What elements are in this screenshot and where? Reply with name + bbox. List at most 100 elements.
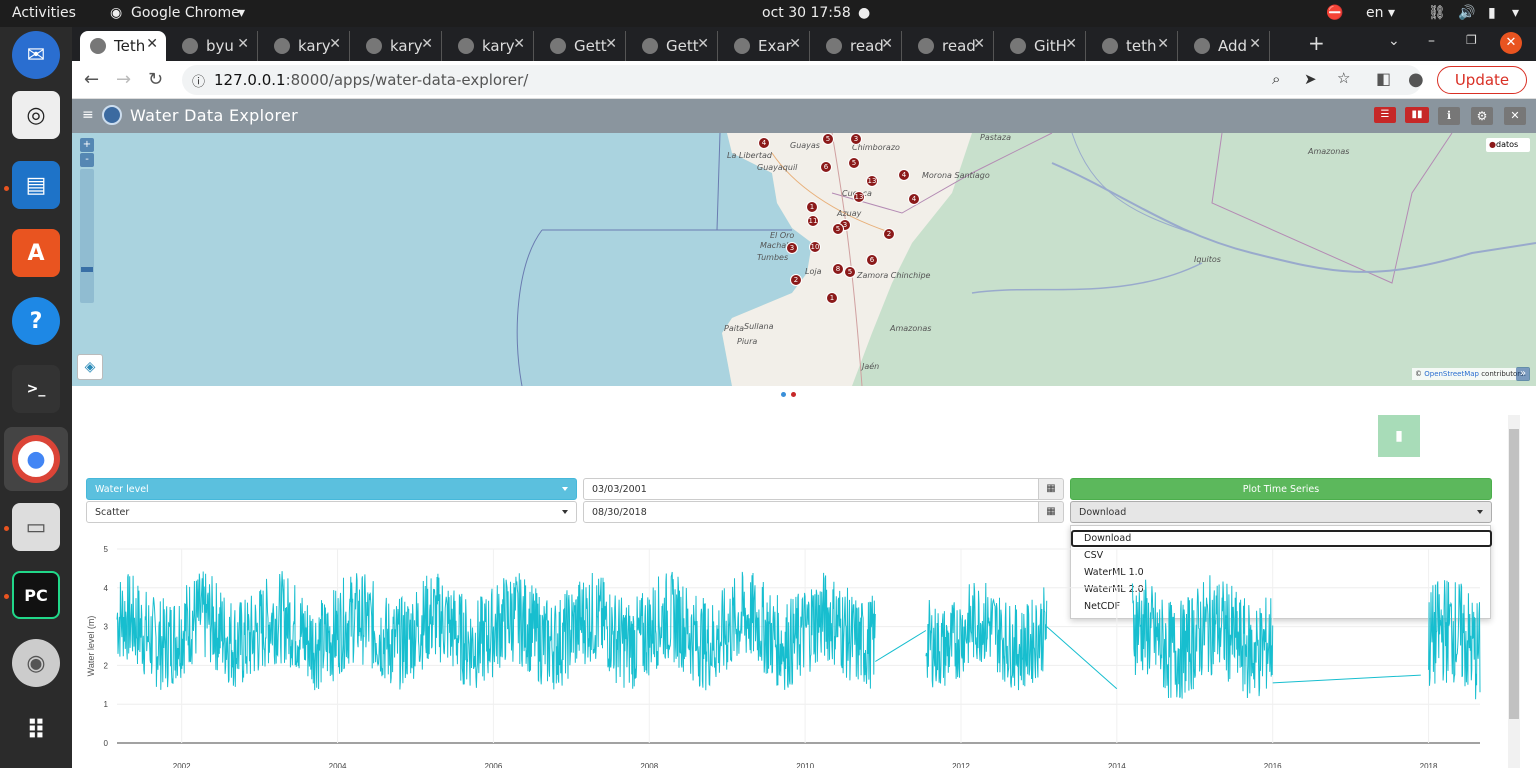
browser-tab[interactable]: kary ✕ (264, 31, 350, 61)
station-cluster-marker[interactable]: 5 (832, 223, 844, 235)
station-cluster-marker[interactable]: 5 (844, 266, 856, 278)
tab-close-icon[interactable]: ✕ (1065, 36, 1077, 52)
browser-tab[interactable]: byu ✕ (172, 31, 258, 61)
battery-icon[interactable]: ▮ (1488, 5, 1496, 21)
dvd-icon[interactable]: ◉ (12, 639, 60, 687)
browser-tab[interactable]: read ✕ (816, 31, 902, 61)
site-info-icon[interactable]: ⓘ (192, 75, 206, 90)
tab-close-icon[interactable]: ✕ (1157, 36, 1169, 52)
zoom-slider-thumb[interactable] (81, 267, 93, 272)
terminal-icon[interactable]: >_ (12, 365, 60, 413)
thunderbird-icon[interactable]: ✉ (12, 31, 60, 79)
tab-close-icon[interactable]: ✕ (881, 36, 893, 52)
station-cluster-marker[interactable]: 6 (820, 161, 832, 173)
station-cluster-marker[interactable]: 2 (883, 228, 895, 240)
variable-select[interactable]: Water level (86, 478, 577, 500)
maximize-icon[interactable]: ❐ (1466, 33, 1477, 47)
minimize-icon[interactable]: – (1428, 33, 1435, 49)
browser-tab[interactable]: read ✕ (908, 31, 994, 61)
time-series-chart[interactable]: 0 1 2 3 4 5 2002 2004 2006 2008 2010 2012 2014 2016 20… (72, 518, 1492, 768)
tab-close-icon[interactable]: ✕ (513, 36, 525, 52)
chart-type-select[interactable]: Scatter (86, 501, 577, 523)
layers-icon[interactable]: ◈ (77, 354, 103, 380)
station-cluster-marker[interactable]: 13 (853, 191, 865, 203)
tab-close-icon[interactable]: ✕ (697, 36, 709, 52)
reload-icon[interactable]: ↻ (148, 69, 164, 90)
info-icon[interactable]: ℹ (1438, 107, 1460, 125)
browser-tab[interactable]: kary ✕ (448, 31, 534, 61)
activities-button[interactable]: Activities (12, 5, 76, 21)
close-window-icon[interactable]: ✕ (1500, 32, 1522, 54)
station-cluster-marker[interactable]: 1 (806, 201, 818, 213)
hamburger-icon[interactable]: ≡ (82, 107, 94, 123)
station-cluster-marker[interactable]: 4 (908, 193, 920, 205)
send-icon[interactable]: ➤ (1304, 70, 1317, 88)
station-cluster-marker[interactable]: 4 (898, 169, 910, 181)
browser-tab[interactable]: Exar ✕ (724, 31, 810, 61)
side-panel-icon[interactable]: ◧ (1376, 69, 1392, 88)
start-calendar-icon[interactable]: ▦ (1038, 478, 1064, 500)
start-date-input[interactable]: 03/03/2001 (583, 478, 1039, 500)
profile-icon[interactable]: ● (1408, 69, 1424, 90)
download-option[interactable]: WaterML 2.0 (1084, 584, 1144, 595)
clock[interactable]: oct 30 17:58 (762, 5, 851, 21)
station-cluster-marker[interactable]: 3 (850, 133, 862, 145)
zoom-in-button[interactable]: + (80, 138, 94, 152)
station-cluster-marker[interactable]: 10 (809, 241, 821, 253)
zoom-out-button[interactable]: - (80, 153, 94, 167)
zoom-icon[interactable]: ⌕ (1272, 70, 1281, 88)
files-icon[interactable]: ▭ (12, 503, 60, 551)
browser-tab[interactable]: Teth ✕ (80, 31, 166, 61)
browser-tab[interactable]: GitH ✕ (1000, 31, 1086, 61)
station-cluster-marker[interactable]: 13 (866, 175, 878, 187)
app-menu[interactable]: Google Chrome (131, 5, 240, 21)
station-cluster-marker[interactable]: 8 (832, 263, 844, 275)
page-scrollbar[interactable] (1508, 415, 1520, 768)
station-cluster-marker[interactable]: 3 (786, 242, 798, 254)
download-option[interactable]: NetCDF (1084, 601, 1121, 612)
download-select[interactable]: Download (1070, 501, 1492, 523)
rhythmbox-icon[interactable]: ◎ (12, 91, 60, 139)
table-icon[interactable]: ☰ (1374, 107, 1396, 123)
help-icon[interactable]: ? (12, 297, 60, 345)
map-view[interactable]: La Libertad Guayaquil Guayas Chimborazo Moro… (72, 133, 1536, 386)
pycharm-icon[interactable]: PC (12, 571, 60, 619)
station-cluster-marker[interactable]: 2 (790, 274, 802, 286)
station-cluster-marker[interactable]: 5 (822, 133, 834, 145)
new-tab-icon[interactable]: + (1308, 31, 1325, 55)
chart-toggle-icon[interactable]: ▮ (1378, 415, 1420, 457)
station-cluster-marker[interactable]: 5 (848, 157, 860, 169)
back-icon[interactable]: ← (84, 69, 100, 90)
software-icon[interactable]: A (12, 229, 60, 277)
chrome-menu-icon[interactable]: ⋮ (1528, 69, 1536, 90)
network-icon[interactable]: ⛓ (1428, 5, 1446, 21)
carousel-dot-1[interactable] (781, 392, 786, 397)
volume-icon[interactable]: 🔊 (1458, 5, 1476, 21)
tab-close-icon[interactable]: ✕ (789, 36, 801, 52)
tab-close-icon[interactable]: ✕ (329, 36, 341, 52)
station-cluster-marker[interactable]: 11 (807, 215, 819, 227)
apps-grid-icon[interactable]: ⠿ (25, 716, 47, 746)
browser-tab[interactable]: Add ✕ (1184, 31, 1270, 61)
update-button[interactable]: Update (1437, 66, 1527, 94)
carousel-dot-2[interactable] (791, 392, 796, 397)
station-cluster-marker[interactable]: 4 (758, 137, 770, 149)
tab-close-icon[interactable]: ✕ (973, 36, 985, 52)
address-bar[interactable]: ⓘ 127.0.0.1:8000/apps/water-data-explore… (182, 65, 1422, 95)
language-indicator[interactable]: en (1366, 5, 1384, 21)
download-option[interactable]: WaterML 1.0 (1084, 567, 1144, 578)
tab-close-icon[interactable]: ✕ (1249, 36, 1261, 52)
browser-tab[interactable]: kary ✕ (356, 31, 442, 61)
download-option[interactable]: CSV (1084, 550, 1104, 561)
attribution-toggle-icon[interactable]: » (1516, 367, 1530, 381)
osm-link[interactable]: OpenStreetMap (1424, 370, 1479, 378)
chrome-icon[interactable]: ● (12, 435, 60, 483)
browser-tab[interactable]: Gett ✕ (632, 31, 718, 61)
zoom-slider[interactable] (80, 169, 94, 303)
tab-close-icon[interactable]: ✕ (146, 36, 158, 52)
end-calendar-icon[interactable]: ▦ (1038, 501, 1064, 523)
tab-close-icon[interactable]: ✕ (421, 36, 433, 52)
map-legend[interactable]: ●datos (1486, 138, 1530, 152)
tab-close-icon[interactable]: ✕ (237, 36, 249, 52)
system-menu-arrow-icon[interactable]: ▾ (1512, 5, 1520, 21)
